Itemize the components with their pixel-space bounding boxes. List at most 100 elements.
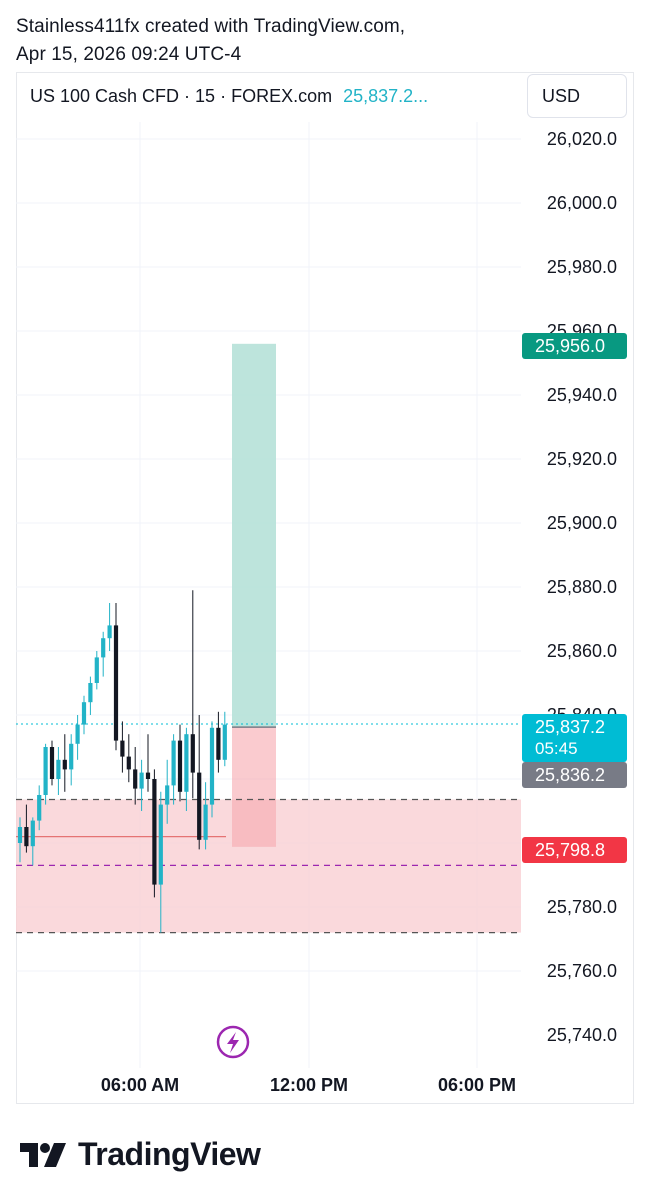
candle-body bbox=[165, 785, 170, 805]
candle-body bbox=[171, 740, 176, 786]
candle-body bbox=[43, 747, 48, 795]
candle-body bbox=[126, 756, 131, 770]
tradingview-logo-icon bbox=[20, 1142, 66, 1167]
candle-body bbox=[17, 827, 23, 843]
candle bbox=[152, 769, 157, 898]
candle-body bbox=[37, 795, 42, 821]
price-tick-label: 25,760.0 bbox=[547, 961, 617, 981]
prev-price-tag: 25,836.2 bbox=[522, 762, 627, 788]
candle bbox=[145, 734, 151, 792]
chart-frame bbox=[16, 72, 634, 1104]
candle bbox=[126, 734, 131, 783]
candle bbox=[171, 734, 176, 805]
candle-body bbox=[152, 779, 157, 885]
candle-body bbox=[24, 827, 29, 847]
candle bbox=[94, 651, 99, 690]
candle bbox=[190, 590, 195, 799]
candle-body bbox=[139, 772, 144, 789]
candle bbox=[56, 747, 61, 795]
candle bbox=[209, 721, 215, 818]
candle bbox=[113, 603, 119, 751]
price-tick-label: 25,860.0 bbox=[547, 641, 617, 661]
price-axis: 26,020.026,000.025,980.025,960.025,940.0… bbox=[547, 129, 617, 1045]
candle-body bbox=[158, 804, 163, 885]
candle bbox=[222, 711, 227, 767]
candle-body bbox=[197, 772, 202, 840]
candle-body bbox=[75, 724, 80, 744]
candle bbox=[158, 791, 163, 933]
position-loss-zone bbox=[232, 727, 276, 847]
stop-price-tag: 25,798.8 bbox=[522, 837, 627, 863]
caption-author: Stainless411fx created with TradingView.… bbox=[16, 16, 406, 37]
candle bbox=[37, 785, 42, 831]
candle bbox=[197, 715, 202, 850]
candle-body bbox=[81, 702, 87, 725]
candle-body bbox=[184, 734, 189, 792]
candle bbox=[184, 727, 189, 811]
caption-timestamp: Apr 15, 2026 09:24 UTC-4 bbox=[16, 44, 242, 65]
tradingview-wordmark: TradingView bbox=[78, 1136, 261, 1172]
header-last-price: 25,837.2... bbox=[343, 86, 429, 106]
price-tick-label: 25,940.0 bbox=[547, 385, 617, 405]
candle-body bbox=[190, 734, 195, 773]
target-price-tag: 25,956.0 bbox=[522, 333, 627, 359]
svg-text:25,836.2: 25,836.2 bbox=[535, 765, 605, 785]
chart-levels bbox=[16, 723, 521, 934]
axis-corner bbox=[522, 1066, 542, 1098]
candle bbox=[139, 759, 144, 811]
symbol-bar[interactable]: US 100 Cash CFD · 15 · FOREX.com 25,837.… bbox=[30, 86, 428, 107]
candle bbox=[203, 782, 208, 850]
currency-button[interactable]: USD bbox=[527, 74, 627, 118]
candle-body bbox=[69, 743, 74, 770]
time-tick-label: 06:00 AM bbox=[101, 1075, 179, 1095]
candle bbox=[81, 695, 87, 735]
candle-body bbox=[88, 683, 93, 703]
svg-text:25,837.2: 25,837.2 bbox=[535, 717, 605, 737]
candle-body bbox=[30, 820, 35, 847]
candle-body bbox=[177, 740, 183, 792]
price-tick-label: 25,880.0 bbox=[547, 577, 617, 597]
price-tick-label: 25,920.0 bbox=[547, 449, 617, 469]
candle-body bbox=[62, 759, 67, 770]
candle-body bbox=[216, 727, 221, 760]
position-profit-zone bbox=[232, 343, 276, 728]
candle-body bbox=[203, 804, 208, 840]
candle bbox=[62, 734, 67, 792]
candle-body bbox=[145, 772, 151, 779]
candle-body bbox=[94, 657, 99, 683]
price-tick-label: 25,780.0 bbox=[547, 897, 617, 917]
svg-text:25,798.8: 25,798.8 bbox=[535, 840, 605, 860]
candle bbox=[216, 711, 221, 773]
candle bbox=[69, 734, 74, 786]
time-tick-label: 06:00 PM bbox=[438, 1075, 516, 1095]
candle-body bbox=[209, 727, 215, 805]
candle bbox=[49, 740, 55, 786]
candle bbox=[30, 817, 35, 866]
candle-body bbox=[56, 759, 61, 779]
candle-body bbox=[133, 769, 138, 789]
candle-body bbox=[49, 747, 55, 779]
last-price-tag: 25,837.2 05:45 bbox=[522, 714, 627, 762]
candle bbox=[120, 721, 125, 773]
candle bbox=[43, 743, 48, 805]
price-tick-label: 26,000.0 bbox=[547, 193, 617, 213]
candle-body bbox=[222, 724, 227, 760]
time-axis: 06:00 AM 12:00 PM 06:00 PM bbox=[101, 1066, 542, 1098]
time-tick-label: 12:00 PM bbox=[270, 1075, 348, 1095]
candle-body bbox=[101, 638, 106, 658]
price-tick-label: 25,900.0 bbox=[547, 513, 617, 533]
candle bbox=[101, 631, 106, 677]
candle bbox=[133, 747, 138, 805]
candle bbox=[177, 724, 183, 802]
candle bbox=[17, 817, 23, 863]
svg-text:25,956.0: 25,956.0 bbox=[535, 336, 605, 356]
candle bbox=[107, 603, 112, 651]
candle bbox=[88, 676, 93, 715]
svg-text:05:45: 05:45 bbox=[535, 739, 578, 758]
price-tags: 25,956.0 25,837.2 05:45 25,836.2 25,798.8 bbox=[522, 333, 627, 863]
symbol-name: US 100 Cash CFD · 15 · FOREX.com bbox=[30, 86, 333, 106]
candle-body bbox=[120, 740, 125, 757]
lightning-icon[interactable] bbox=[216, 1025, 250, 1059]
candle bbox=[24, 804, 29, 853]
